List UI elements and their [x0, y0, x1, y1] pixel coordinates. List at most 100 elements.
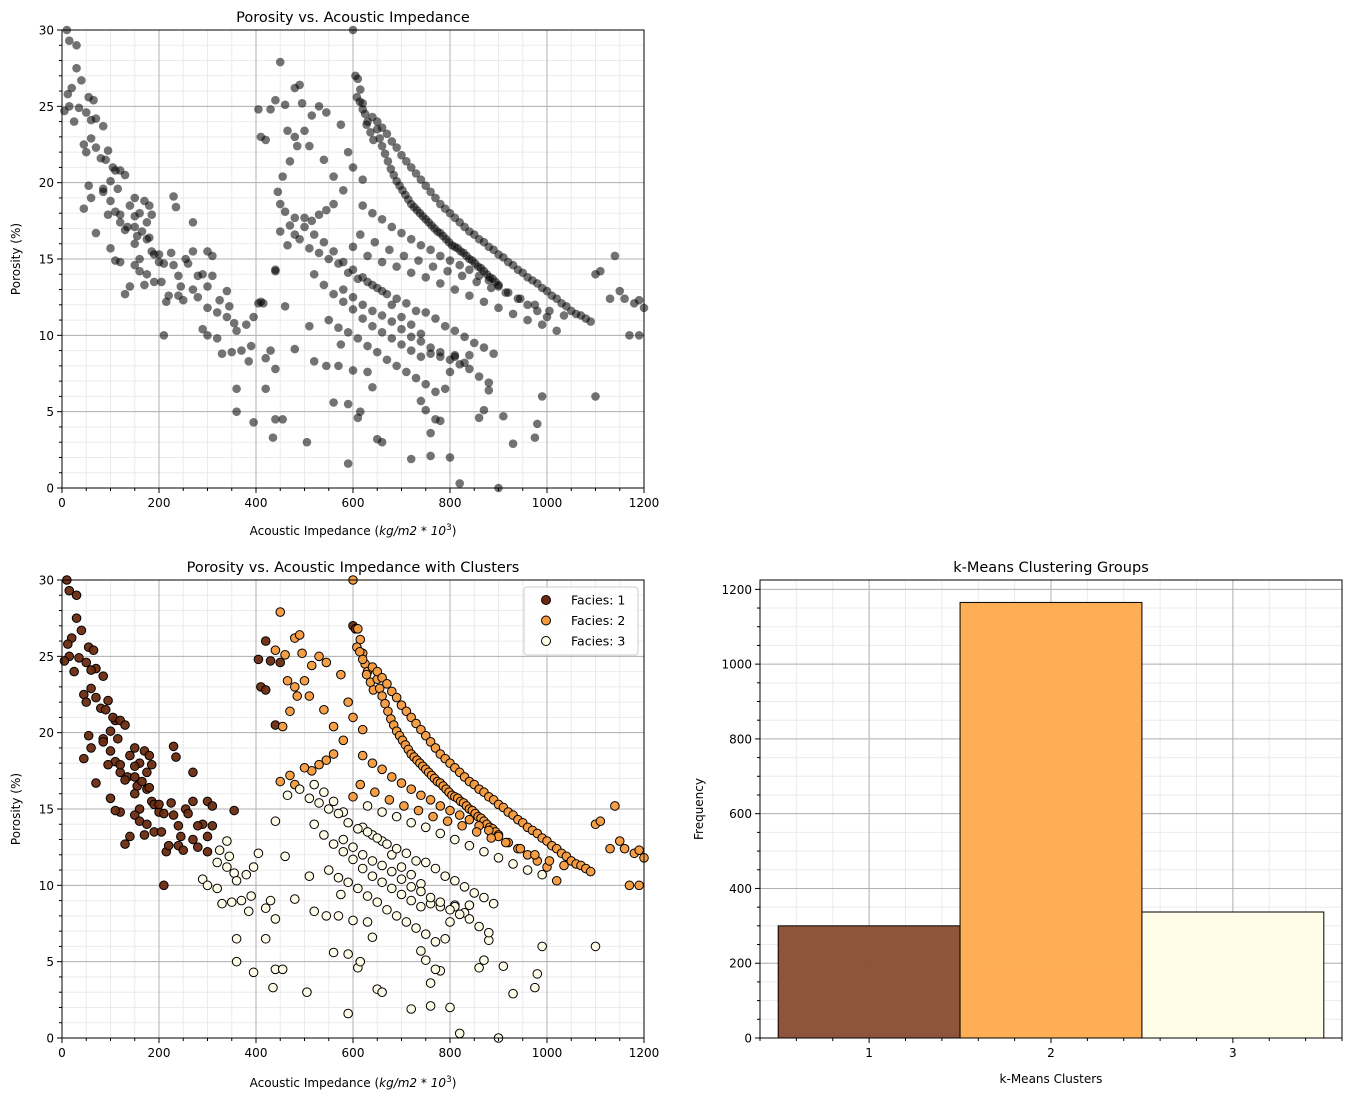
scatter-point-facies-3: [387, 883, 397, 894]
scatter-point-facies-3: [309, 906, 320, 917]
scatter-point-facies-1: [137, 776, 147, 787]
scatter-point-facies-2: [319, 704, 329, 715]
scatter-point-facies-3: [243, 906, 254, 917]
scatter-point: [484, 378, 494, 387]
scatter-point: [227, 347, 237, 357]
scatter-point-facies-2: [328, 721, 339, 732]
scatter-point: [217, 349, 227, 358]
scatter-point: [363, 341, 372, 351]
scatter-point-facies-2: [464, 814, 475, 825]
scatter-point: [305, 244, 314, 253]
scatter-point: [436, 347, 445, 357]
scatter-point-facies-3: [474, 962, 484, 973]
y-tick-label: 0: [46, 482, 54, 496]
scatter-point: [397, 228, 406, 238]
scatter-point: [348, 305, 358, 314]
scatter-point-facies-2: [457, 820, 467, 831]
scatter-point: [285, 156, 295, 166]
scatter-point: [348, 242, 358, 252]
scatter-point: [176, 282, 186, 291]
x-tick-label: 1200: [629, 496, 660, 510]
scatter-point: [271, 415, 280, 424]
scatter-point-facies-1: [74, 653, 84, 663]
scatter-point: [414, 256, 423, 265]
scatter-point-facies-3: [454, 1028, 465, 1039]
legend-marker-facies-1: [541, 595, 551, 605]
scatter-point: [322, 361, 331, 371]
scatter-point-facies-2: [275, 607, 286, 617]
scatter-point: [130, 222, 140, 232]
scatter-point: [387, 300, 397, 310]
scatter-point-facies-3: [231, 875, 242, 886]
scatter-point: [74, 103, 84, 113]
bar-cluster-2: [959, 601, 1143, 1039]
scatter-point: [115, 218, 125, 227]
scatter-point-facies-3: [323, 865, 334, 875]
scatter-point-facies-1: [144, 750, 155, 761]
scatter-point: [142, 269, 152, 279]
scatter-point: [377, 257, 387, 267]
y-axis-label: Porosity (%): [9, 773, 23, 845]
x-axis-label-main: Acoustic Impedance (: [250, 1076, 380, 1090]
scatter-point: [261, 353, 271, 363]
scatter-point: [455, 360, 465, 369]
scatter-point: [416, 175, 426, 184]
scatter-point-facies-3: [372, 897, 383, 907]
scatter-point: [334, 361, 343, 371]
scatter-point: [229, 318, 239, 328]
scatter-point-facies-2: [454, 810, 465, 820]
scatter-point: [397, 150, 406, 160]
scatter-point: [392, 143, 401, 152]
scatter-point-facies-3: [406, 882, 417, 892]
scatter-point-facies-3: [321, 911, 332, 921]
scatter-point: [130, 239, 140, 249]
scatter-point: [358, 314, 368, 323]
y-tick-label: 0: [744, 1032, 752, 1046]
y-tick-label: 25: [39, 100, 54, 114]
x-tick-label: 600: [342, 496, 365, 510]
scatter-point: [212, 308, 222, 317]
scatter-point-facies-3: [343, 1008, 353, 1019]
scatter-point-facies-3: [348, 842, 358, 852]
scatter-point-facies-3: [391, 811, 402, 822]
scatter-point: [232, 407, 241, 416]
scatter-point-facies-3: [260, 903, 271, 914]
chart-title: Porosity vs. Acoustic Impedance with Clu…: [187, 560, 520, 576]
scatter-point-facies-2: [336, 669, 346, 680]
scatter-point-facies-2: [348, 712, 358, 723]
scatter-point-facies-1: [64, 585, 75, 596]
scatter-point-facies-3: [420, 955, 431, 965]
scatter-point: [280, 207, 290, 216]
scatter-point-facies-1: [253, 654, 264, 665]
scatter-point-facies-2: [406, 784, 417, 794]
scatter-point: [266, 105, 275, 114]
scatter-point-facies-3: [382, 904, 392, 915]
scatter-point-facies-1: [105, 726, 116, 736]
scatter-point: [469, 338, 479, 348]
scatter-point-facies-3: [450, 834, 460, 845]
scatter-panel-porosity-impedance: Porosity vs. Acoustic Impedance 0 200 400 6…: [9, 10, 659, 538]
scatter-panel-clusters: Porosity vs. Acoustic Impedance with Clu…: [9, 560, 659, 1090]
scatter-point: [406, 332, 416, 342]
y-tick-label: 1200: [721, 583, 752, 597]
scatter-point-facies-3: [348, 915, 358, 926]
scatter-point: [406, 234, 416, 244]
scatter-point: [273, 187, 283, 197]
y-tick-label: 25: [39, 650, 54, 664]
scatter-point-facies-1: [188, 767, 198, 778]
scatter-point-facies-1: [168, 741, 179, 752]
scatter-point: [149, 277, 159, 287]
scatter-point: [322, 108, 331, 117]
scatter-point: [375, 134, 384, 143]
scatter-point-facies-3: [343, 817, 353, 828]
scatter-point: [314, 102, 324, 111]
scatter-point-facies-1: [88, 645, 99, 656]
scatter-point-facies-2: [370, 787, 380, 798]
scatter-point: [135, 266, 144, 276]
scatter-point: [169, 192, 178, 201]
scatter-point-facies-2: [425, 795, 436, 805]
x-tick-label: 1200: [629, 1046, 660, 1060]
scatter-point: [382, 355, 392, 365]
scatter-point: [421, 308, 431, 317]
scatter-point-facies-3: [333, 911, 344, 921]
